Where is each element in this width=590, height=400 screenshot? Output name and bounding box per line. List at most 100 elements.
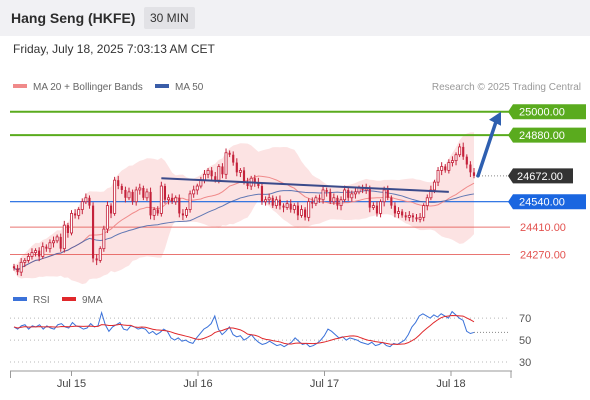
rsi-ma-legend-swatch: [62, 297, 76, 301]
candle-down: [38, 250, 41, 257]
candle-up: [48, 242, 52, 250]
candle-down: [444, 166, 447, 171]
candle-up: [26, 256, 30, 261]
candle-down: [246, 182, 249, 187]
last-price-badge: [508, 168, 573, 184]
bollinger-band: [14, 132, 474, 285]
bb-legend-swatch: [13, 84, 27, 88]
trendline: [161, 177, 449, 193]
candle-up: [185, 209, 188, 216]
candle-down: [66, 225, 69, 233]
candle-down: [390, 197, 393, 206]
level-label-pivot: 24540.00: [519, 197, 565, 209]
candle-down: [318, 197, 321, 200]
chart-header: [0, 0, 590, 36]
candle-up: [292, 205, 296, 210]
candle-down: [260, 186, 264, 202]
candle-down: [120, 186, 123, 190]
candle-up: [19, 261, 23, 273]
candle-up: [450, 160, 454, 163]
candle-up: [454, 154, 458, 162]
candle-down: [472, 172, 476, 176]
candle-up: [332, 197, 336, 203]
candle-up: [206, 169, 210, 175]
candle-down: [257, 182, 260, 187]
candle-down: [181, 213, 184, 216]
candle-down: [142, 188, 145, 198]
candle-up: [422, 205, 426, 218]
candle-down: [361, 188, 364, 190]
candle-down: [242, 170, 246, 183]
candle-down: [329, 191, 332, 202]
candle-up: [159, 185, 163, 214]
candle-up: [379, 201, 383, 214]
candle-down: [88, 197, 91, 206]
rsi-ma-line: [13, 314, 475, 345]
candle-down: [16, 268, 19, 273]
candle-up: [350, 193, 354, 199]
candle-down: [296, 205, 299, 216]
candle-down: [59, 236, 62, 249]
candle-down: [171, 197, 174, 202]
last-price-label: 24672.00: [517, 171, 563, 183]
candle-up: [238, 169, 242, 173]
candle-up: [264, 199, 268, 203]
candle-down: [12, 266, 16, 269]
candle-down: [282, 205, 285, 208]
x-axis-tick-label: Jul 17: [310, 378, 339, 390]
candle-down: [95, 258, 98, 261]
candle-down: [271, 197, 274, 206]
candle-down: [401, 211, 404, 216]
candle-down: [178, 197, 181, 214]
candle-down: [228, 152, 231, 155]
ma50-legend-label: MA 50: [175, 82, 204, 93]
candle-down: [462, 146, 465, 157]
x-axis-tick-label: Jul 15: [57, 378, 86, 390]
candle-up: [217, 166, 221, 181]
candle-up: [192, 189, 196, 195]
candle-up: [84, 197, 88, 203]
chart-datetime: Friday, July 18, 2025 7:03:13 AM CET: [13, 42, 215, 56]
x-axis-tick-label: Jul 18: [436, 378, 465, 390]
candle-up: [52, 240, 56, 244]
candle-down: [232, 154, 235, 163]
candle-up: [80, 201, 84, 210]
candle-up: [98, 248, 102, 261]
candle-up: [34, 250, 38, 253]
candle-up: [274, 199, 278, 207]
candle-down: [411, 215, 414, 218]
candle-up: [23, 259, 27, 263]
candle-up: [174, 197, 178, 203]
candle-up: [314, 197, 318, 205]
candle-up: [105, 205, 109, 230]
candle-down: [253, 178, 256, 183]
candle-down: [131, 191, 134, 202]
candle-down: [45, 246, 48, 249]
rsi-legend-label: RSI: [33, 295, 50, 306]
candle-down: [347, 189, 350, 198]
chart-overlays: [161, 111, 501, 193]
candle-down: [469, 164, 472, 173]
level-label-support: 24410.00: [520, 222, 566, 234]
candle-up: [300, 209, 303, 216]
candle-down: [375, 205, 379, 214]
timeframe-button[interactable]: 30 MIN: [144, 7, 195, 29]
level-badge-resistance: [508, 104, 586, 120]
candle-up: [102, 228, 106, 250]
candle-down: [278, 199, 282, 206]
candle-down: [465, 156, 468, 165]
rsi-line: [13, 310, 475, 348]
candle-up: [432, 181, 436, 191]
x-axis-ticks: Jul 15 Jul 16 Jul 17 Jul 18: [57, 371, 466, 390]
ma50-legend-swatch: [155, 84, 169, 88]
candle-up: [353, 191, 357, 195]
candle-up: [77, 209, 81, 216]
rsi-tick-label: 70: [519, 313, 531, 325]
candle-up: [127, 191, 131, 199]
candle-up: [371, 205, 375, 208]
candle-down: [415, 217, 418, 220]
rsi-panel: 70 50 30: [10, 310, 531, 369]
candle-down: [210, 170, 213, 177]
candle-up: [425, 197, 429, 207]
